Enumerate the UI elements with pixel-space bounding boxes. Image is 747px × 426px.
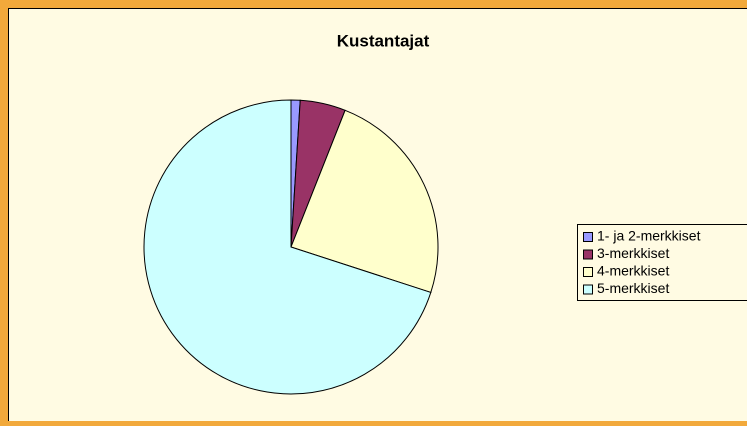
legend-swatch — [584, 285, 593, 294]
chart-title: Kustantajat — [337, 31, 430, 50]
legend-swatch — [584, 268, 593, 277]
legend-label: 3-merkkiset — [597, 245, 669, 261]
legend-swatch — [584, 233, 593, 242]
legend-label: 4-merkkiset — [597, 263, 669, 279]
legend-label: 1- ja 2-merkkiset — [597, 228, 701, 244]
legend-label: 5-merkkiset — [597, 280, 669, 296]
legend-swatch — [584, 250, 593, 259]
